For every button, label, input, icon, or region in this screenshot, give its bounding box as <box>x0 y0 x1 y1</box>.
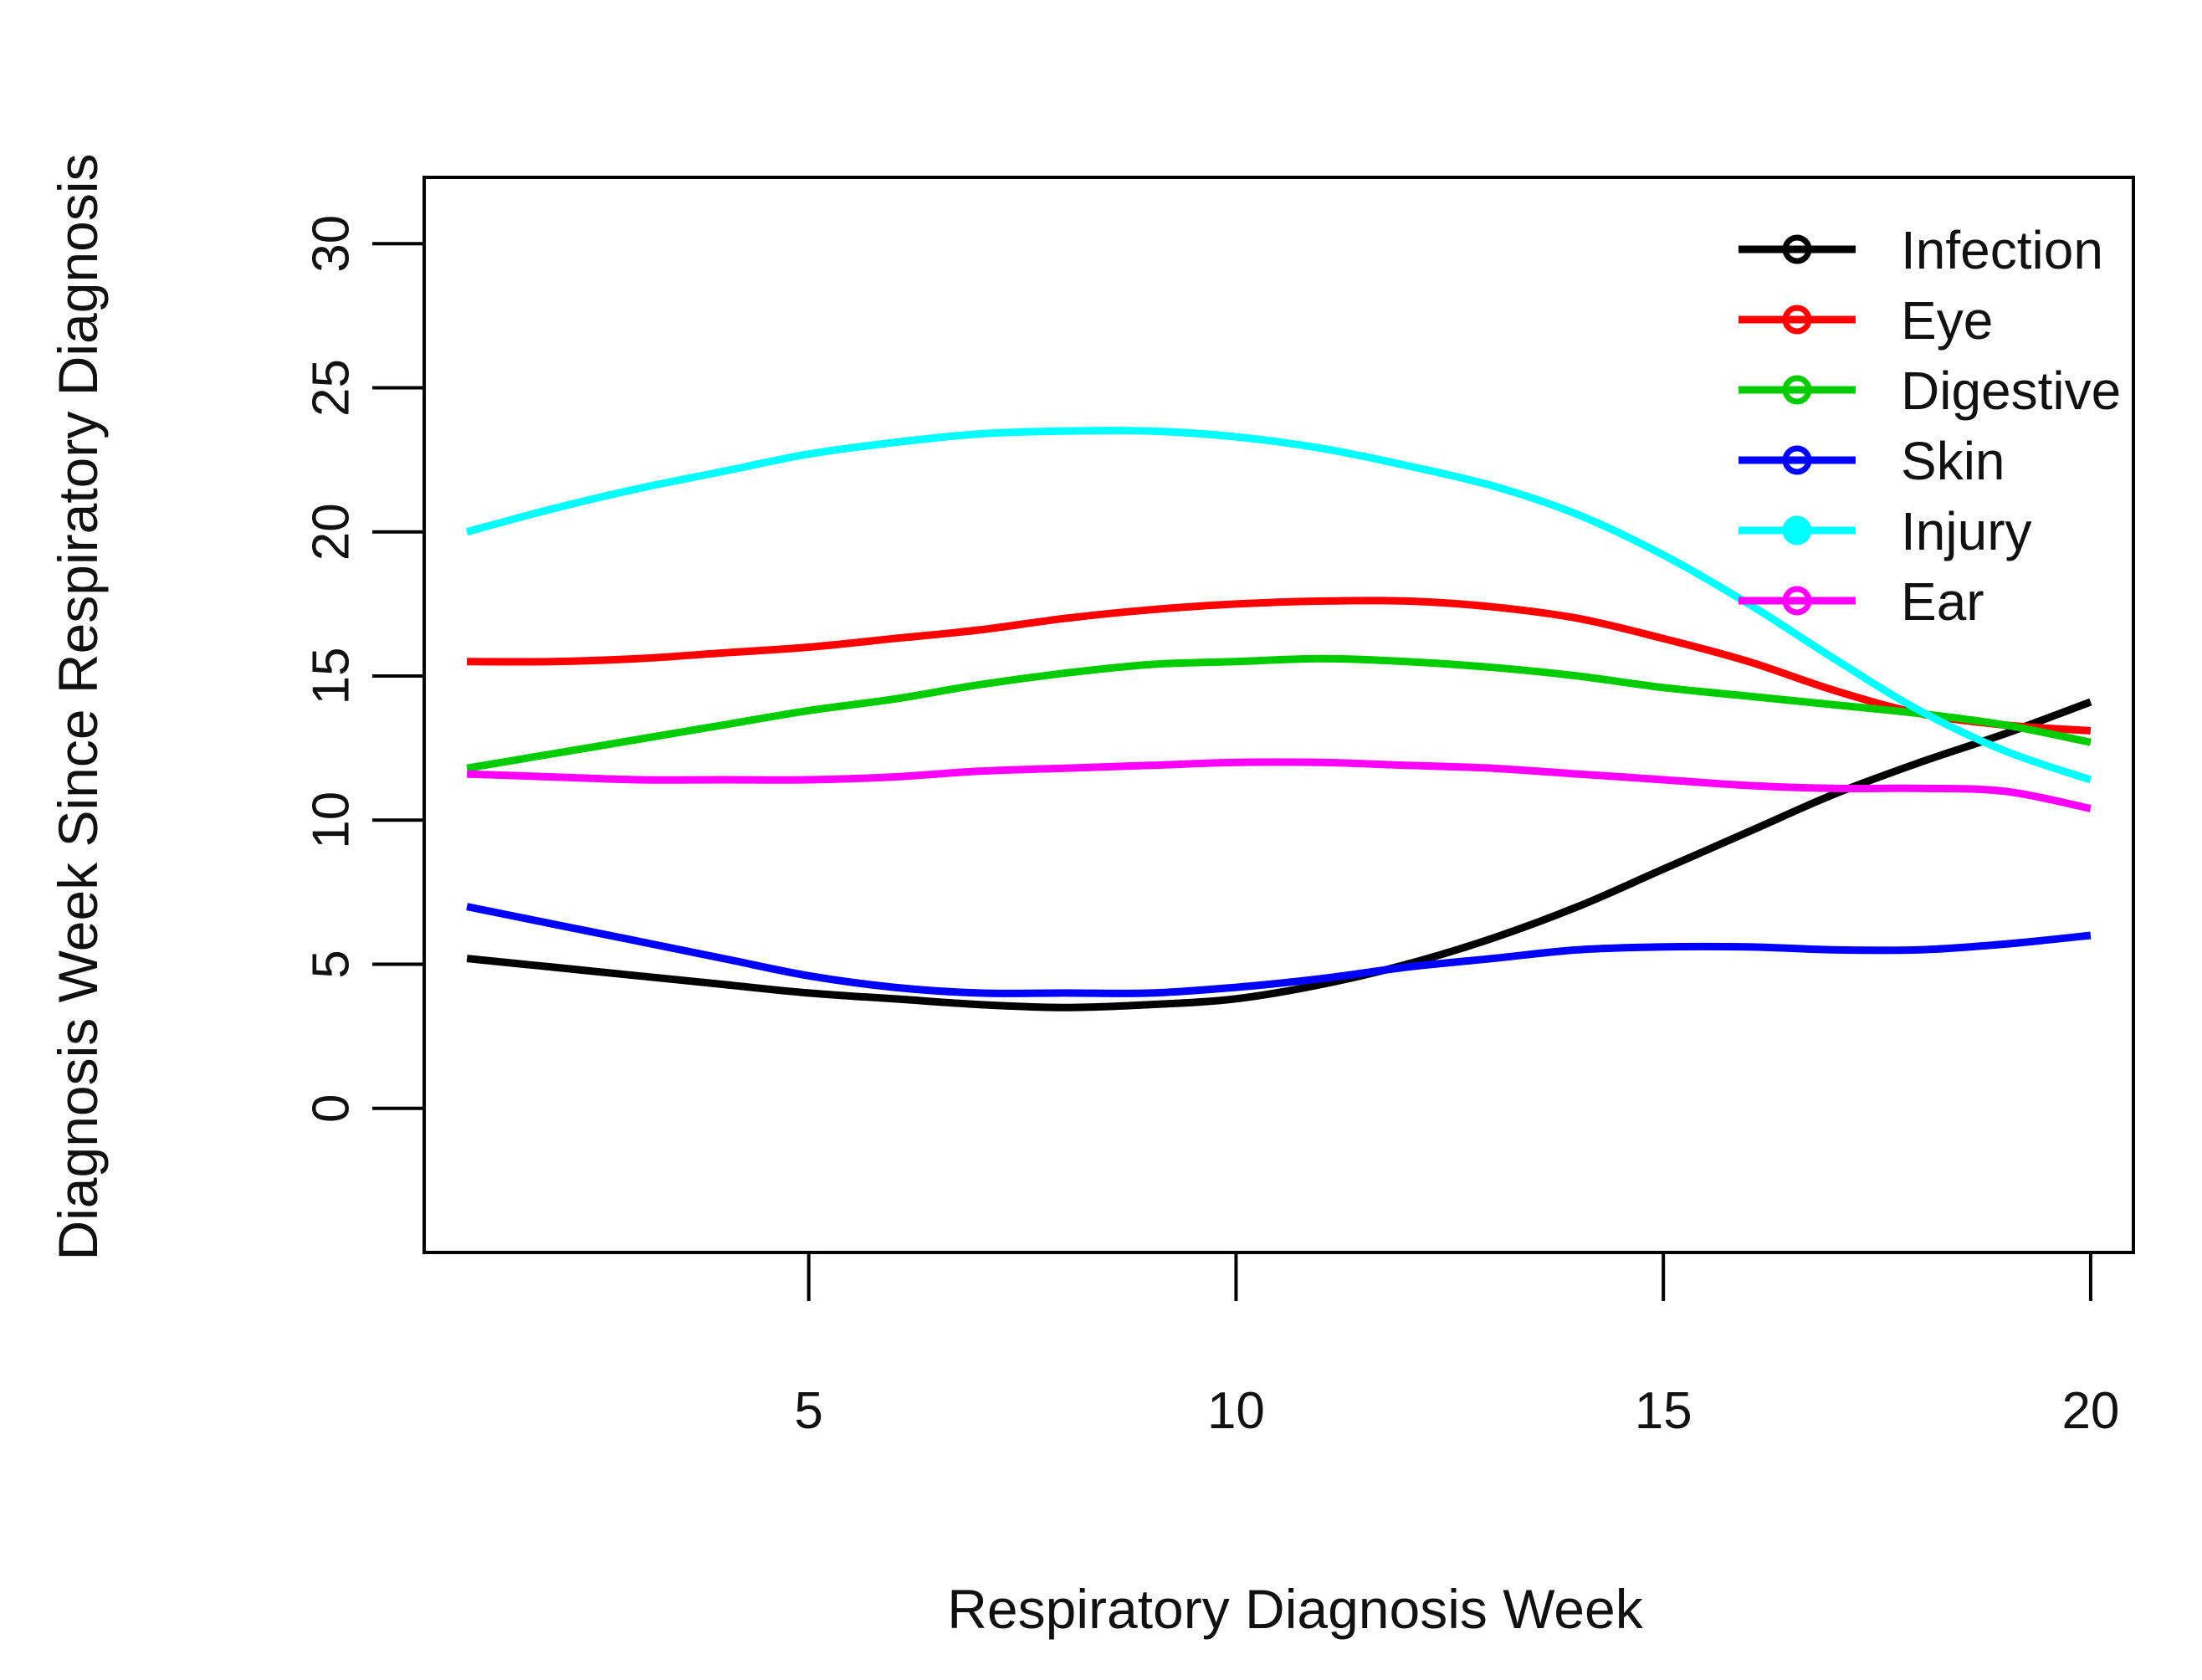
y-tick-label: 25 <box>303 359 361 417</box>
legend-item-skin: Skin <box>1739 431 2005 491</box>
y-tick-label: 10 <box>303 791 361 849</box>
legend-label: Injury <box>1901 501 2032 561</box>
legend-item-ear: Ear <box>1739 571 1984 632</box>
legend-label: Skin <box>1901 431 2005 491</box>
x-tick-label: 5 <box>794 1382 822 1440</box>
legend-marker <box>1782 515 1812 545</box>
legend-label: Digestive <box>1901 361 2121 421</box>
x-axis-title: Respiratory Diagnosis Week <box>947 1578 1643 1640</box>
legend-label: Ear <box>1901 571 1984 632</box>
y-tick-label: 30 <box>303 215 361 273</box>
y-tick-label: 5 <box>303 950 361 978</box>
legend-marker <box>1782 445 1812 475</box>
series-line-injury <box>465 427 2092 784</box>
legend-marker <box>1782 234 1812 264</box>
legend-marker <box>1782 586 1812 616</box>
y-tick-label: 15 <box>303 648 361 705</box>
legend-marker <box>1782 305 1812 335</box>
y-axis: 0 5 10 15 20 25 30 <box>303 215 424 1123</box>
legend-label: Eye <box>1901 290 1993 351</box>
legend-item-injury: Injury <box>1739 501 2032 561</box>
x-axis: 5 10 15 20 <box>794 1252 2119 1440</box>
x-tick-label: 20 <box>2061 1382 2119 1440</box>
y-axis-title: Diagnosis Week Since Respiratory Diagnos… <box>47 153 109 1260</box>
series-line-ear <box>466 758 2092 812</box>
x-tick-label: 10 <box>1207 1382 1265 1440</box>
legend-item-eye: Eye <box>1739 290 1993 351</box>
y-tick-label: 0 <box>303 1094 361 1123</box>
legend-item-digestive: Digestive <box>1739 361 2121 421</box>
plot-frame <box>422 176 2135 1254</box>
series-line-infection <box>466 698 2092 1012</box>
series-line-digestive <box>466 654 2092 772</box>
series-line-eye <box>467 597 2092 735</box>
legend-label: Infection <box>1901 220 2103 280</box>
legend: Infection Eye Digestive Skin Injury Ear <box>1739 220 2121 632</box>
series-line-skin <box>466 903 2092 997</box>
legend-item-infection: Infection <box>1739 220 2103 280</box>
series-layer <box>465 427 2092 1012</box>
x-tick-label: 15 <box>1635 1382 1692 1440</box>
legend-marker <box>1782 375 1812 405</box>
y-tick-label: 20 <box>303 503 361 561</box>
